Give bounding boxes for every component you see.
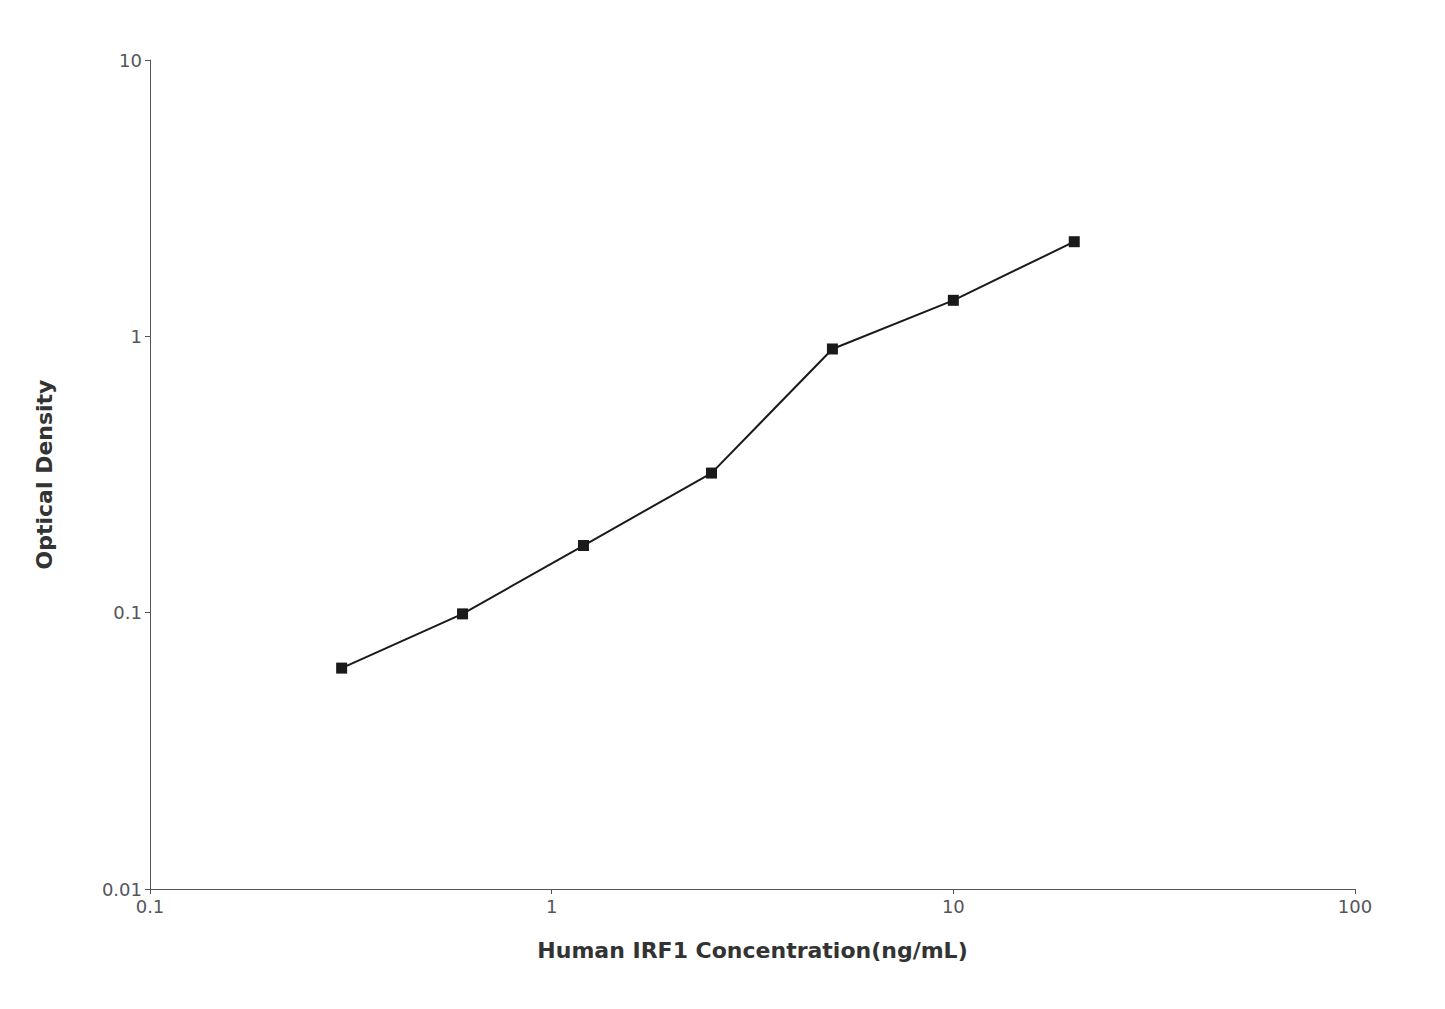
svg-text:Optical Density: Optical Density: [32, 380, 57, 570]
svg-text:10: 10: [119, 50, 142, 71]
svg-text:1: 1: [131, 326, 142, 347]
svg-text:1: 1: [546, 896, 557, 917]
svg-text:0.1: 0.1: [113, 602, 142, 623]
svg-text:10: 10: [942, 896, 965, 917]
svg-text:0.1: 0.1: [136, 896, 165, 917]
svg-text:0.01: 0.01: [101, 878, 142, 900]
svg-text:100: 100: [1338, 896, 1372, 917]
svg-text:Human IRF1 Concentration(ng/mL: Human IRF1 Concentration(ng/mL): [537, 938, 967, 963]
